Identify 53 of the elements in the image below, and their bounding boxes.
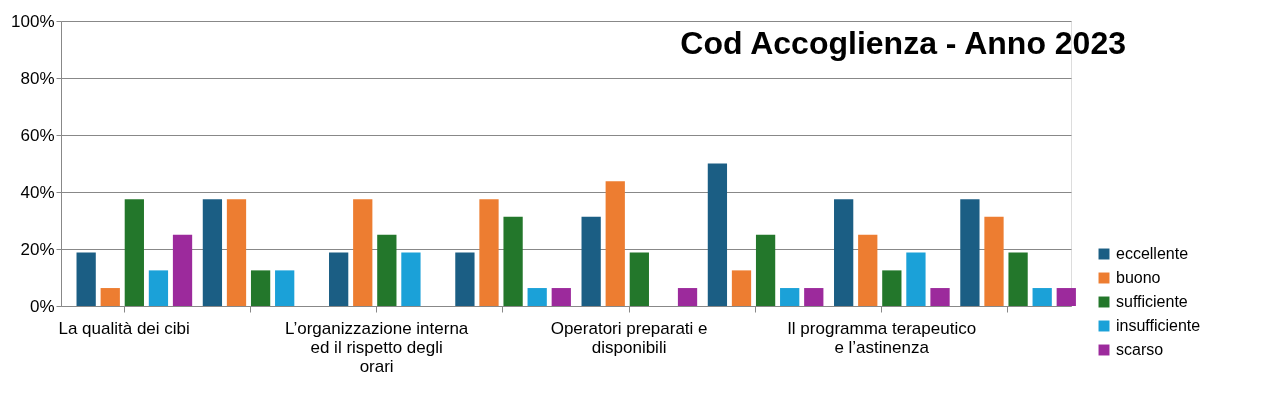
bar [76,252,96,306]
bar [1008,252,1028,306]
y-tick-label: 100% [11,11,55,31]
bar [353,199,373,306]
bar [581,216,601,306]
bar [479,199,499,306]
x-tick-label: Il programma terapeutico e l’astinenza [787,318,977,357]
bar [148,270,169,306]
bar [172,234,193,306]
bar [275,270,295,306]
bar [984,216,1004,306]
bar [124,199,144,306]
bar [755,234,776,306]
legend-label: sufficiente [1116,293,1188,310]
bar [202,199,223,306]
bar [1032,288,1052,306]
bar [100,288,120,306]
legend-label: insufficiente [1116,317,1201,334]
legend-label: eccellente [1116,245,1189,262]
bar [1056,288,1076,306]
bar [401,252,421,306]
bar [503,216,523,306]
bar [250,270,271,306]
y-tick-label: 0% [29,296,55,316]
bar [377,234,397,306]
y-tick-label: 60% [20,125,55,145]
chart-title: Cod Accoglienza - Anno 2023 [680,25,1126,61]
bar [551,288,571,306]
y-tick-label: 80% [20,68,55,88]
bar [804,288,824,306]
bar [329,252,349,306]
y-tick-label: 40% [20,182,55,202]
bar [527,288,547,306]
bar [677,288,698,306]
bar [834,199,854,306]
x-tick-label: L’organizzazione interna ed il rispetto degli orari [284,318,469,376]
bar [731,270,752,306]
bar [906,252,926,306]
x-tick-label: Operatori preparati e disponibili [550,318,708,357]
y-tick-label: 20% [20,239,55,259]
bar [226,199,247,306]
x-tick-label: La qualità dei cibi [58,318,190,338]
bar [858,234,878,306]
bar [930,288,950,306]
bar [629,252,649,306]
legend-label: scarso [1116,341,1164,358]
bar [707,163,728,306]
legend-label: buono [1116,269,1161,286]
bar [605,181,625,306]
bar [780,288,800,306]
bar [960,199,980,306]
bar [455,252,475,306]
bar [882,270,902,306]
